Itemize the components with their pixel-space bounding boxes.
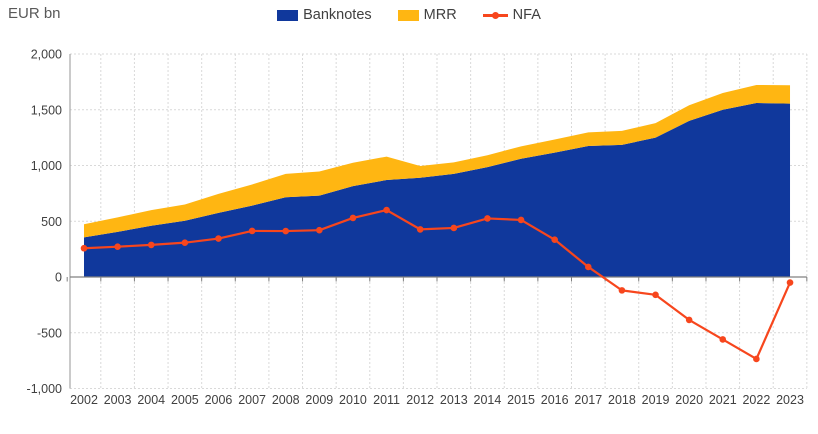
x-tick-label: 2006 xyxy=(205,393,233,407)
legend-label-mrr: MRR xyxy=(423,7,457,23)
x-tick-label: 2023 xyxy=(776,393,804,407)
legend-label-nfa: NFA xyxy=(512,7,541,23)
banknotes-area xyxy=(84,103,791,277)
y-tick-label: -1,000 xyxy=(27,382,62,396)
legend-item-mrr: MRR xyxy=(397,7,457,23)
y-tick-label: 500 xyxy=(41,215,62,229)
y-tick-label: 0 xyxy=(55,271,62,285)
x-tick-label: 2009 xyxy=(305,393,333,407)
legend-item-banknotes: Banknotes xyxy=(277,7,372,23)
x-tick-label: 2008 xyxy=(272,393,300,407)
nfa-marker xyxy=(316,226,323,234)
chart-legend: Banknotes MRR NFA xyxy=(0,7,818,23)
x-tick-label: 2013 xyxy=(440,393,468,407)
x-tick-label: 2018 xyxy=(608,393,636,407)
x-tick-label: 2022 xyxy=(742,393,770,407)
x-tick-label: 2005 xyxy=(171,393,199,407)
nfa-swatch-dot xyxy=(491,11,499,19)
nfa-marker xyxy=(282,227,290,235)
legend-item-nfa: NFA xyxy=(482,7,541,23)
x-tick-label: 2007 xyxy=(238,393,266,407)
x-tick-label: 2020 xyxy=(675,393,703,407)
nfa-marker xyxy=(181,239,189,246)
nfa-marker xyxy=(450,224,458,232)
nfa-marker xyxy=(383,206,390,214)
nfa-marker xyxy=(349,214,357,222)
nfa-marker xyxy=(652,291,659,299)
mrr-swatch-icon xyxy=(397,9,419,21)
nfa-marker xyxy=(551,236,558,243)
x-tick-label: 2012 xyxy=(406,393,434,407)
x-tick-label: 2002 xyxy=(70,393,98,407)
y-axis-unit-label: EUR bn xyxy=(8,5,61,22)
axes xyxy=(66,54,808,389)
legend-label-banknotes: Banknotes xyxy=(303,7,372,23)
x-tick-label: 2004 xyxy=(137,393,165,407)
x-tick-label: 2015 xyxy=(507,393,535,407)
nfa-marker xyxy=(517,216,525,224)
nfa-marker xyxy=(80,244,88,252)
x-tick-label: 2016 xyxy=(541,393,569,407)
y-tick-label: -500 xyxy=(37,326,62,340)
nfa-marker xyxy=(215,235,222,242)
nfa-marker xyxy=(248,227,256,235)
nfa-marker xyxy=(416,226,424,233)
x-tick-label: 2010 xyxy=(339,393,367,407)
x-tick-label: 2017 xyxy=(574,393,602,407)
nfa-marker xyxy=(147,241,155,249)
nfa-marker xyxy=(719,336,727,343)
nfa-marker xyxy=(753,355,760,363)
x-tick-label: 2021 xyxy=(709,393,737,407)
x-tick-label: 2019 xyxy=(642,393,670,407)
nfa-line-swatch-icon xyxy=(482,10,508,21)
x-tick-label: 2003 xyxy=(104,393,132,407)
nfa-line xyxy=(80,206,794,363)
y-tick-label: 1,500 xyxy=(31,103,62,117)
x-axis-labels: 2002 2003 2004 2005 2006 2007 2008 2009 2010 2011… xyxy=(70,393,804,407)
mrr-area xyxy=(84,84,791,238)
nfa-marker xyxy=(786,279,794,286)
y-tick-label: 2,000 xyxy=(31,48,62,62)
y-axis-labels: 2,000 1,500 1,000 500 0 -500 -1,000 xyxy=(27,48,63,397)
y-tick-label: 1,000 xyxy=(31,159,62,173)
nfa-marker xyxy=(114,243,121,250)
nfa-marker xyxy=(484,215,491,222)
x-tick-label: 2014 xyxy=(474,393,502,407)
nfa-marker xyxy=(585,263,592,271)
x-tick-label: 2011 xyxy=(373,393,400,407)
nfa-marker xyxy=(618,287,626,294)
nfa-marker xyxy=(685,316,693,324)
banknotes-swatch-icon xyxy=(277,9,299,21)
